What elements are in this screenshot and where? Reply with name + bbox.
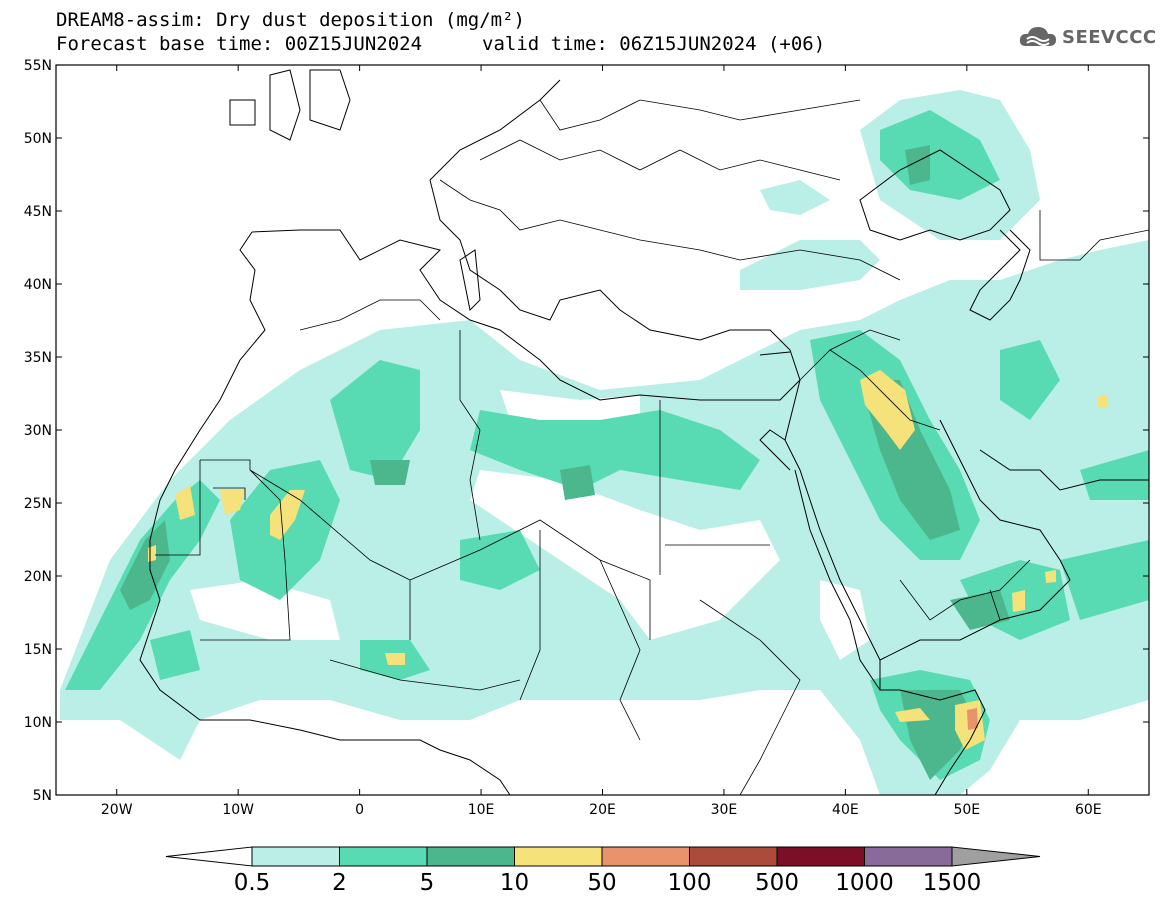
cloud-logo-icon bbox=[1019, 27, 1056, 46]
lat-tick-label: 10N bbox=[24, 715, 52, 731]
map-title: DREAM8-assim: Dry dust deposition (mg/m²… bbox=[56, 9, 525, 31]
lon-tick-label: 30E bbox=[711, 802, 738, 818]
colorbar-label: 5 bbox=[419, 870, 435, 896]
logo-text: SEEVCCC bbox=[1062, 26, 1157, 48]
lat-tick-label: 40N bbox=[24, 277, 52, 293]
colorbar-segment bbox=[339, 846, 428, 867]
colorbar-label: 2 bbox=[332, 870, 347, 896]
lat-tick-label: 25N bbox=[24, 496, 52, 512]
colorbar-segment bbox=[776, 846, 865, 867]
longitude-labels: 20W 10W 0 10E 20E 30E 40E 50E 60E bbox=[101, 802, 1102, 818]
lon-tick-label: 20W bbox=[101, 802, 133, 818]
lat-tick-label: 30N bbox=[24, 423, 52, 439]
colorbar-segment bbox=[601, 846, 690, 867]
colorbar-label: 1000 bbox=[835, 870, 894, 896]
colorbar-segment bbox=[864, 846, 953, 867]
dust-gaps bbox=[190, 390, 870, 660]
colorbar-segment bbox=[251, 846, 340, 867]
colorbar-segment bbox=[514, 846, 603, 867]
lon-tick-label: 50E bbox=[953, 802, 980, 818]
colorbar-segment bbox=[426, 846, 515, 867]
lat-tick-label: 5N bbox=[33, 788, 52, 804]
colorbar-min-arrow bbox=[165, 846, 253, 867]
dust-field bbox=[60, 69, 1149, 795]
lon-tick-label: 20E bbox=[589, 802, 616, 818]
lat-tick-label: 15N bbox=[24, 642, 52, 658]
colorbar-label: 1500 bbox=[922, 870, 982, 896]
forecast-base-time: Forecast base time: 00Z15JUN2024 bbox=[56, 33, 423, 55]
lon-tick-label: 40E bbox=[832, 802, 859, 818]
colorbar bbox=[165, 846, 1041, 867]
colorbar-label: 500 bbox=[755, 870, 799, 896]
colorbar-label: 0.5 bbox=[233, 870, 271, 896]
colorbar-max-arrow bbox=[951, 846, 1041, 867]
seevccc-logo: SEEVCCC bbox=[1018, 24, 1157, 50]
lon-tick-label: 10E bbox=[468, 802, 495, 818]
lat-tick-label: 55N bbox=[24, 58, 52, 74]
colorbar-label: 100 bbox=[667, 870, 712, 896]
borders bbox=[155, 99, 1149, 795]
lat-tick-label: 20N bbox=[24, 569, 52, 585]
latitude-labels: 55N 50N 45N 40N 35N 30N 25N 20N 15N 10N 5N bbox=[24, 58, 52, 804]
lon-tick-label: 10W bbox=[222, 802, 254, 818]
lat-tick-label: 35N bbox=[24, 350, 52, 366]
axis-ticks bbox=[56, 64, 1149, 796]
colorbar-label: 50 bbox=[587, 870, 617, 896]
lon-tick-label: 0 bbox=[355, 802, 364, 818]
dust-level-5 bbox=[967, 708, 978, 730]
colorbar-segment bbox=[689, 846, 778, 867]
valid-time: valid time: 06Z15JUN2024 (+06) bbox=[482, 33, 826, 55]
lat-tick-label: 45N bbox=[24, 204, 52, 220]
lon-tick-label: 60E bbox=[1075, 802, 1102, 818]
colorbar-label: 10 bbox=[499, 870, 530, 896]
coastlines bbox=[139, 69, 1149, 795]
lat-tick-label: 50N bbox=[24, 131, 52, 147]
